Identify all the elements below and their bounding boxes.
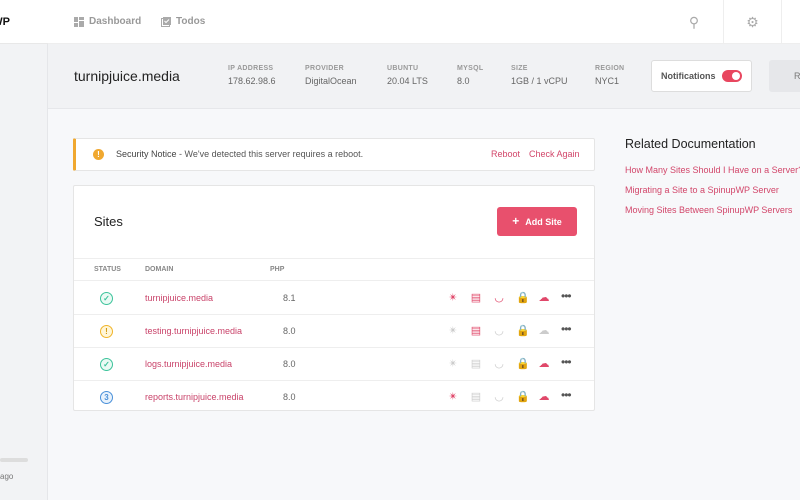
more-options-icon[interactable]: •••: [561, 355, 572, 369]
meta-label: IP ADDRESS: [228, 65, 274, 72]
server-name: turnipjuice.media: [74, 68, 180, 84]
docs-title: Related Documentation: [625, 137, 756, 151]
ssl-lock-icon[interactable]: 🔒: [516, 391, 530, 403]
nav-label: Todos: [176, 16, 206, 27]
nav-label: Dashboard: [89, 16, 142, 27]
performance-icon[interactable]: ◡: [494, 358, 504, 370]
meta-label: UBUNTU: [387, 65, 419, 72]
meta-label: PROVIDER: [305, 65, 344, 72]
php-version: 8.0: [283, 392, 296, 402]
notifications-label: Notifications: [661, 71, 716, 81]
notifications-toggle[interactable]: [722, 70, 742, 82]
meta-label: MYSQL: [457, 65, 484, 72]
doc-link[interactable]: How Many Sites Should I Have on a Server…: [625, 165, 800, 175]
status-ok-icon: ✓: [100, 292, 113, 305]
meta-value: NYC1: [595, 76, 620, 86]
more-options-icon[interactable]: •••: [561, 322, 572, 336]
backup-cloud-icon[interactable]: ☁: [538, 391, 550, 403]
todos-icon: [161, 17, 171, 27]
sites-card: Sites + Add Site STATUS DOMAIN PHP ✓ turn…: [73, 185, 595, 411]
col-domain[interactable]: DOMAIN: [145, 266, 174, 273]
ssl-lock-icon[interactable]: 🔒: [516, 358, 530, 370]
settings-icon[interactable]: ⚙: [723, 0, 781, 44]
table-row[interactable]: ! testing.turnipjuice.media 8.0 ✴ ▤ ◡ 🔒 ☁ •••: [74, 315, 594, 348]
add-site-button[interactable]: + Add Site: [497, 207, 577, 236]
php-version: 8.0: [283, 326, 296, 336]
nav-todos[interactable]: Todos: [161, 0, 205, 44]
site-domain-link[interactable]: testing.turnipjuice.media: [145, 326, 243, 336]
health-icon[interactable]: ✴: [448, 292, 458, 304]
col-status[interactable]: STATUS: [94, 266, 121, 273]
performance-icon[interactable]: ◡: [494, 325, 504, 337]
table-row[interactable]: 3 reports.turnipjuice.media 8.0 ✴ ▤ ◡ 🔒 ☁ •••: [74, 381, 594, 414]
col-php[interactable]: PHP: [270, 266, 285, 273]
more-options-icon[interactable]: •••: [561, 388, 572, 402]
server-header: turnipjuice.media IP ADDRESS 178.62.98.6 …: [48, 44, 800, 109]
site-domain-link[interactable]: logs.turnipjuice.media: [145, 359, 233, 369]
logs-icon[interactable]: ▤: [470, 391, 482, 403]
php-version: 8.1: [283, 293, 296, 303]
warning-icon: !: [93, 149, 104, 160]
dashboard-icon: [74, 17, 84, 27]
meta-ubuntu: UBUNTU 20.04 LTS: [387, 65, 428, 86]
plus-icon: +: [512, 214, 520, 228]
status-info-icon: 3: [100, 391, 113, 404]
ssl-lock-icon[interactable]: 🔒: [516, 292, 530, 304]
site-domain-link[interactable]: reports.turnipjuice.media: [145, 392, 244, 402]
health-icon[interactable]: ✴: [448, 325, 458, 337]
table-row[interactable]: ✓ logs.turnipjuice.media 8.0 ✴ ▤ ◡ 🔒 ☁ •••: [74, 348, 594, 381]
meta-mysql: MYSQL 8.0: [457, 65, 483, 86]
logs-icon[interactable]: ▤: [470, 292, 482, 304]
sidebar-progress: [0, 458, 28, 462]
meta-region: REGION NYC1: [595, 65, 624, 86]
site-domain-link[interactable]: turnipjuice.media: [145, 293, 214, 303]
sites-title: Sites: [94, 214, 123, 229]
notice-text: Security Notice - We've detected this se…: [116, 139, 363, 170]
meta-value: 20.04 LTS: [387, 76, 428, 86]
doc-link[interactable]: Moving Sites Between SpinupWP Servers: [625, 205, 793, 215]
health-icon[interactable]: ✴: [448, 391, 458, 403]
logs-icon[interactable]: ▤: [470, 358, 482, 370]
more-options-icon[interactable]: •••: [561, 289, 572, 303]
top-bar: Dashboard Todos ⚲ ⚙: [48, 0, 800, 44]
reboot-link[interactable]: Reboot: [491, 149, 521, 159]
status-ok-icon: ✓: [100, 358, 113, 371]
doc-link[interactable]: Migrating a Site to a SpinupWP Server: [625, 185, 779, 195]
table-row[interactable]: ✓ turnipjuice.media 8.1 ✴ ▤ ◡ 🔒 ☁ •••: [74, 282, 594, 315]
backup-cloud-icon[interactable]: ☁: [538, 325, 550, 337]
sidebar-footer-text: ago: [0, 472, 14, 481]
meta-provider: PROVIDER DigitalOcean: [305, 65, 357, 86]
meta-value: 178.62.98.6: [228, 76, 276, 86]
meta-value: 1GB / 1 vCPU: [511, 76, 568, 86]
add-site-label: Add Site: [525, 217, 562, 227]
notice-title: Security Notice: [116, 149, 177, 159]
meta-ip: IP ADDRESS 178.62.98.6: [228, 65, 276, 86]
backup-cloud-icon[interactable]: ☁: [538, 292, 550, 304]
backup-cloud-icon[interactable]: ☁: [538, 358, 550, 370]
performance-icon[interactable]: ◡: [494, 391, 504, 403]
ssl-lock-icon[interactable]: 🔒: [516, 325, 530, 337]
php-version: 8.0: [283, 359, 296, 369]
performance-icon[interactable]: ◡: [494, 292, 504, 304]
meta-label: REGION: [595, 65, 625, 72]
health-icon[interactable]: ✴: [448, 358, 458, 370]
logs-icon[interactable]: ▤: [470, 325, 482, 337]
table-header: STATUS DOMAIN PHP: [74, 258, 594, 281]
sidebar: SpinupWP ago: [0, 0, 48, 500]
meta-size: SIZE 1GB / 1 vCPU: [511, 65, 568, 86]
meta-label: SIZE: [511, 65, 528, 72]
meta-value: 8.0: [457, 76, 470, 86]
notice-message: - We've detected this server requires a …: [176, 149, 364, 159]
related-docs: Related Documentation How Many Sites Sho…: [625, 137, 800, 225]
search-icon[interactable]: ⚲: [688, 13, 700, 30]
check-again-link[interactable]: Check Again: [529, 149, 580, 159]
meta-value: DigitalOcean: [305, 76, 357, 86]
user-icon[interactable]: [781, 0, 800, 44]
status-warn-icon: !: [100, 325, 113, 338]
security-notice: ! Security Notice - We've detected this …: [73, 138, 595, 171]
logo[interactable]: SpinupWP: [0, 0, 48, 44]
notifications-toggle-box[interactable]: Notifications: [651, 60, 752, 92]
nav-dashboard[interactable]: Dashboard: [74, 0, 141, 44]
server-action-button[interactable]: R: [769, 60, 800, 92]
